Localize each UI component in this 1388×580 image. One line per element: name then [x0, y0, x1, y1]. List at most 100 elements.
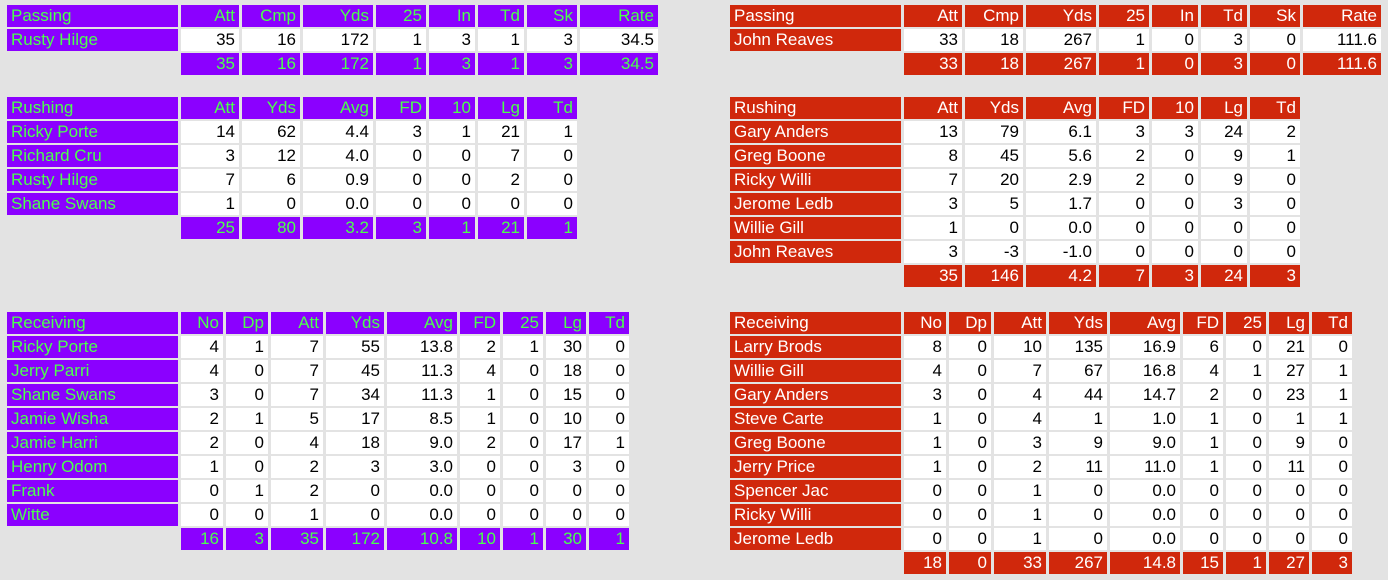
section-title: Passing	[730, 5, 901, 27]
totals-label-spacer	[7, 51, 178, 75]
column-header: 25	[503, 312, 543, 334]
stat-cell: 0	[949, 406, 991, 430]
stat-cell: 1	[1183, 430, 1223, 454]
stat-cell: 3	[376, 119, 426, 143]
column-header: Td	[478, 5, 524, 27]
stat-cell: 0	[460, 502, 500, 526]
away-receiving-table: Receiving No Dp Att Yds Avg FD 25 Lg Td Larry Brod…	[727, 312, 1355, 574]
stat-cell: -3	[965, 239, 1023, 263]
stat-cell: 0	[1226, 454, 1266, 478]
stat-cell: 2	[1250, 119, 1300, 143]
column-header: Yds	[965, 97, 1023, 119]
stat-cell: 11	[1049, 454, 1107, 478]
stat-cell: 2	[478, 167, 524, 191]
stat-cell: 7	[271, 358, 323, 382]
stat-cell: 0	[1312, 454, 1352, 478]
stat-cell: 1	[994, 502, 1046, 526]
player-name: John Reaves	[730, 239, 901, 263]
stat-cell: 0	[1183, 478, 1223, 502]
player-row: Willie Gill 1 0 0.0 0 0 0 0	[730, 215, 1300, 239]
stat-cell: 0	[949, 334, 991, 358]
stat-cell: 2	[1099, 167, 1149, 191]
column-header: Td	[589, 312, 629, 334]
stat-cell: 0	[589, 478, 629, 502]
stat-cell: 172	[303, 27, 373, 51]
player-row: Gary Anders 3 0 4 44 14.7 2 0 23 1	[730, 382, 1352, 406]
column-header: Avg	[1026, 97, 1096, 119]
header-row: Passing Att Cmp Yds 25 In Td Sk Rate	[730, 5, 1381, 27]
column-header: Cmp	[242, 5, 300, 27]
stat-cell: 0	[1226, 334, 1266, 358]
total-cell: 33	[994, 550, 1046, 574]
stat-cell: 0	[1312, 502, 1352, 526]
total-cell: 1	[1226, 550, 1266, 574]
stat-cell: 0	[949, 526, 991, 550]
stat-cell: 11.3	[387, 382, 457, 406]
total-cell: 3	[527, 51, 577, 75]
player-name: Willie Gill	[730, 215, 901, 239]
stat-cell: 0	[1183, 502, 1223, 526]
column-header: Lg	[1201, 97, 1247, 119]
stat-cell: 18	[326, 430, 384, 454]
column-header: 25	[1226, 312, 1266, 334]
total-cell: 15	[1183, 550, 1223, 574]
stat-cell: 0	[589, 358, 629, 382]
column-header: 25	[376, 5, 426, 27]
stat-cell: 21	[1269, 334, 1309, 358]
totals-row: 35 16 172 1 3 1 3 34.5	[7, 51, 658, 75]
total-cell: 1	[503, 526, 543, 550]
stat-cell: 1	[226, 406, 268, 430]
player-name: Steve Carte	[730, 406, 901, 430]
stat-cell: 6	[1183, 334, 1223, 358]
player-row: Jerome Ledb 0 0 1 0 0.0 0 0 0 0	[730, 526, 1352, 550]
player-row: Jerome Ledb 3 5 1.7 0 0 3 0	[730, 191, 1300, 215]
player-row: Jerry Price 1 0 2 11 11.0 1 0 11 0	[730, 454, 1352, 478]
total-cell: 10	[460, 526, 500, 550]
stat-cell: 11.0	[1110, 454, 1180, 478]
stat-cell: 0	[1201, 215, 1247, 239]
player-row: Ricky Porte 4 1 7 55 13.8 2 1 30 0	[7, 334, 629, 358]
column-header: In	[1152, 5, 1198, 27]
total-cell: 16	[242, 51, 300, 75]
total-cell: 1	[478, 51, 524, 75]
stat-cell: 8	[904, 334, 946, 358]
player-row: Frank 0 1 2 0 0.0 0 0 0 0	[7, 478, 629, 502]
stat-cell: 0	[904, 526, 946, 550]
stat-cell: 0	[1312, 526, 1352, 550]
stat-cell: 1	[1049, 406, 1107, 430]
player-name: Shane Swans	[7, 382, 178, 406]
stat-cell: 0	[546, 478, 586, 502]
player-row: Larry Brods 8 0 10 135 16.9 6 0 21 0	[730, 334, 1352, 358]
stat-cell: 7	[181, 167, 239, 191]
stat-cell: 0	[1049, 526, 1107, 550]
stat-cell: 1.0	[1110, 406, 1180, 430]
stat-cell: 2.9	[1026, 167, 1096, 191]
column-header: 10	[1152, 97, 1198, 119]
total-cell: 111.6	[1303, 51, 1381, 75]
stat-cell: 0	[181, 478, 223, 502]
player-row: John Reaves 33 18 267 1 0 3 0 111.6	[730, 27, 1381, 51]
stat-cell: 0	[503, 358, 543, 382]
stat-cell: 7	[478, 143, 524, 167]
stat-cell: 0	[503, 382, 543, 406]
totals-row: 16 3 35 172 10.8 10 1 30 1	[7, 526, 629, 550]
player-name: Jerry Price	[730, 454, 901, 478]
section-title: Receiving	[7, 312, 178, 334]
total-cell: 172	[303, 51, 373, 75]
stat-cell: 27	[1269, 358, 1309, 382]
stat-cell: 0	[478, 191, 524, 215]
stat-cell: 0	[1312, 430, 1352, 454]
player-name: Gary Anders	[730, 382, 901, 406]
stat-cell: 4.4	[303, 119, 373, 143]
stat-cell: 4.0	[303, 143, 373, 167]
total-cell: 267	[1026, 51, 1096, 75]
stat-cell: 4	[181, 334, 223, 358]
total-cell: 30	[546, 526, 586, 550]
total-cell: 146	[965, 263, 1023, 287]
total-cell: 33	[904, 51, 962, 75]
stat-cell: 1	[589, 430, 629, 454]
stat-cell: 8	[904, 143, 962, 167]
stat-cell: 0	[226, 502, 268, 526]
player-name: Ricky Willi	[730, 167, 901, 191]
column-header: Dp	[226, 312, 268, 334]
